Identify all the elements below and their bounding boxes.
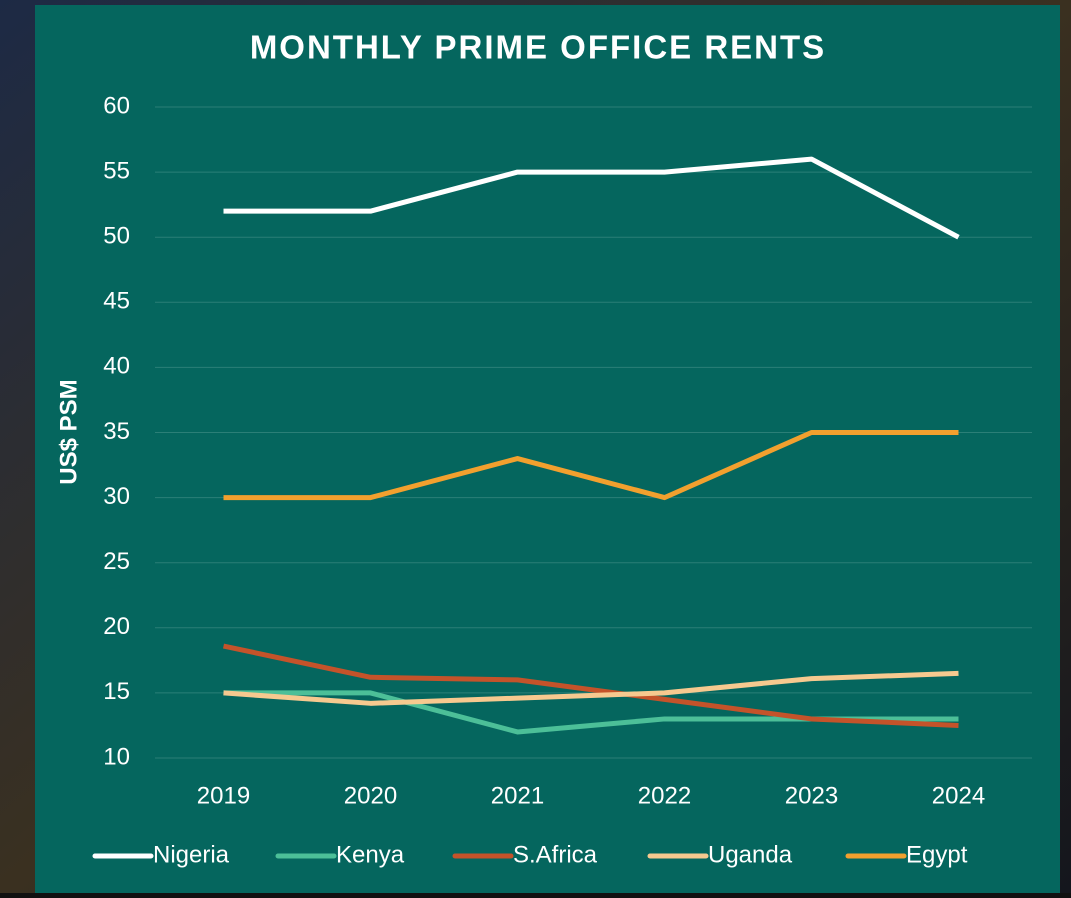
y-tick-label: 45 bbox=[103, 288, 130, 315]
x-tick-label: 2024 bbox=[932, 782, 985, 809]
x-tick-label: 2019 bbox=[197, 782, 250, 809]
y-tick-label: 40 bbox=[103, 353, 130, 380]
legend-label: Egypt bbox=[906, 841, 968, 868]
y-tick-label: 25 bbox=[103, 548, 130, 575]
series-line bbox=[223, 430, 959, 501]
y-tick-label: 60 bbox=[103, 92, 130, 119]
y-tick-label: 35 bbox=[103, 418, 130, 445]
legend-label: Nigeria bbox=[153, 841, 230, 868]
series-line bbox=[223, 156, 960, 240]
x-tick-label: 2023 bbox=[785, 782, 838, 809]
series-line bbox=[222, 643, 959, 728]
legend-label: Uganda bbox=[708, 841, 793, 868]
legend-label: Kenya bbox=[336, 841, 405, 868]
x-tick-label: 2022 bbox=[638, 782, 691, 809]
y-tick-label: 10 bbox=[103, 743, 130, 770]
x-tick-label: 2020 bbox=[344, 782, 397, 809]
y-tick-label: 50 bbox=[103, 223, 130, 250]
x-tick-label: 2021 bbox=[491, 782, 544, 809]
legend-label: S.Africa bbox=[513, 841, 598, 868]
chart-title: MONTHLY PRIME OFFICE RENTS bbox=[250, 29, 826, 66]
series-line bbox=[223, 670, 959, 706]
y-tick-label: 30 bbox=[103, 483, 130, 510]
y-tick-label: 15 bbox=[103, 678, 130, 705]
y-tick-label: 55 bbox=[103, 157, 130, 184]
y-tick-label: 20 bbox=[103, 613, 130, 640]
panel bbox=[35, 5, 1060, 893]
y-axis-label: US$ PSM bbox=[55, 379, 82, 484]
